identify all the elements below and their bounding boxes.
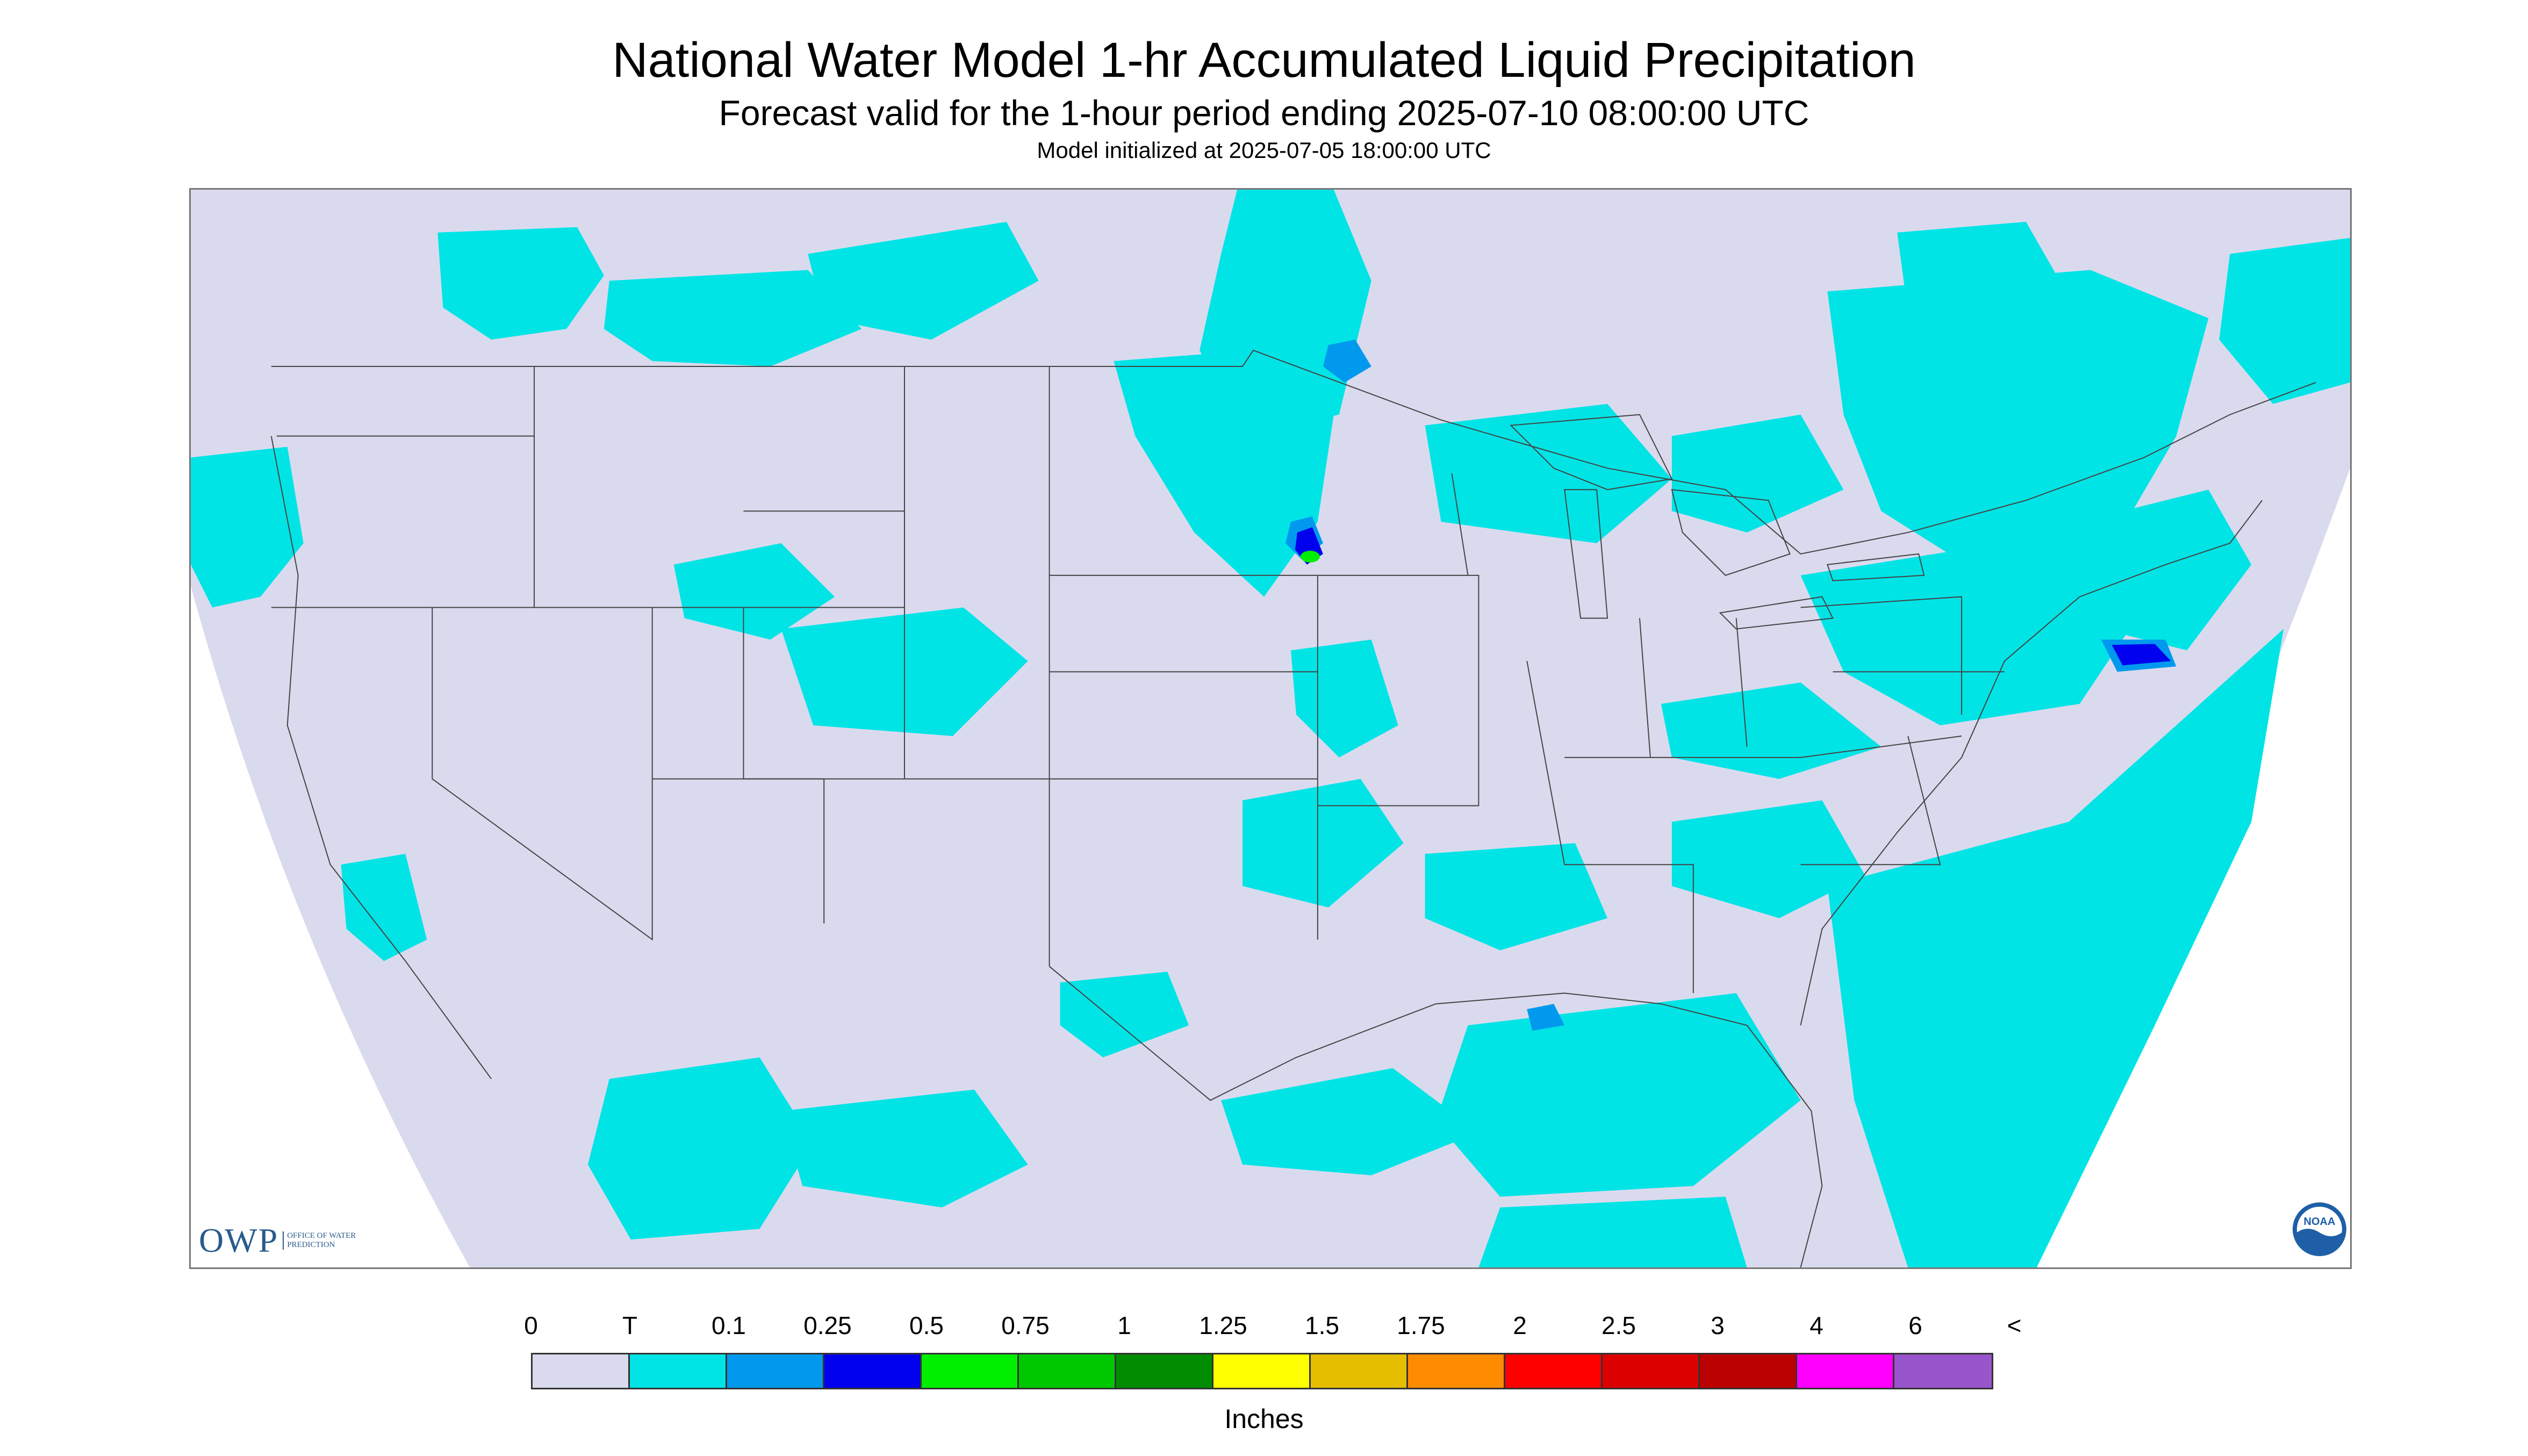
- coastline: [1048, 965, 1823, 1267]
- legend-swatch: [1894, 1354, 1992, 1388]
- legend-tick-label: 0.75: [1001, 1311, 1050, 1339]
- map-canvas: [191, 190, 2350, 1267]
- state-boundaries: [270, 349, 2316, 1267]
- legend-swatch: [1116, 1354, 1213, 1388]
- precip-area: [341, 854, 427, 961]
- state-border: [1451, 473, 1694, 993]
- legend-tick-label: 6: [1908, 1311, 1922, 1339]
- precip-area: [604, 270, 862, 367]
- precip-area: [587, 1057, 814, 1240]
- state-border: [1564, 618, 1962, 758]
- precip-area: [1671, 800, 1865, 918]
- owp-mark: OWP: [199, 1221, 279, 1259]
- legend-swatch: [1408, 1354, 1505, 1388]
- owp-subtitle: OFFICE OF WATER PREDICTION: [283, 1231, 368, 1250]
- legend-swatch: [1505, 1354, 1603, 1388]
- precipitation-map: [189, 188, 2352, 1269]
- precip-area: [1323, 340, 1371, 383]
- legend-swatch: [1311, 1354, 1408, 1388]
- legend-swatch: [922, 1354, 1019, 1388]
- map-subtitle: Forecast valid for the 1-hour period end…: [719, 93, 1809, 133]
- precip-area: [1114, 350, 1334, 597]
- legend-tick-label: 2: [1513, 1311, 1527, 1339]
- coastline: [1800, 500, 2263, 1026]
- precip-area: [1800, 532, 2144, 726]
- precip-area: [1425, 403, 1672, 544]
- model-init-text: Model initialized at 2025-07-05 18:00:00…: [1037, 138, 1491, 163]
- owp-logo: OWP OFFICE OF WATER PREDICTION: [199, 1221, 368, 1260]
- country-border: [271, 349, 2316, 555]
- legend-tick-label: T: [622, 1311, 638, 1339]
- legend-ticks: 0 T 0.1 0.25 0.5 0.75 1 1.25 1.5 1.75 2 2.5 3 4 6 <: [524, 1311, 2021, 1343]
- precip-area: [1671, 414, 1844, 533]
- great-lakes: [1827, 553, 1925, 581]
- legend-tick-label: <: [2007, 1311, 2022, 1339]
- precip-area: [1300, 550, 1320, 563]
- color-legend: 0 T 0.1 0.25 0.5 0.75 1 1.25 1.5 1.75 2 2.5 3 4 6 <: [524, 1311, 2021, 1456]
- legend-swatch: [1797, 1354, 1894, 1388]
- precip-area: [1527, 1004, 1565, 1031]
- state-border: [1049, 574, 1480, 806]
- heavy-precip-areas: [1300, 550, 1320, 563]
- legend-tick-label: 0.25: [803, 1311, 852, 1339]
- legend-tick-label: 3: [1711, 1311, 1725, 1339]
- precip-area: [437, 227, 604, 340]
- great-lakes: [1719, 596, 1834, 630]
- trace-precip-areas: [191, 190, 2350, 1267]
- great-lakes: [1671, 489, 1791, 576]
- great-lakes: [1564, 489, 1608, 619]
- legend-swatch: [533, 1354, 630, 1388]
- precip-area: [673, 543, 835, 640]
- precip-area: [191, 446, 304, 608]
- precip-area: [1425, 843, 1608, 950]
- legend-tick-label: 1.5: [1305, 1311, 1339, 1339]
- great-lakes: [1510, 414, 1673, 491]
- legend-tick-label: 4: [1809, 1311, 1823, 1339]
- precip-area: [1478, 1196, 1747, 1267]
- coastline: [270, 436, 492, 1079]
- precip-area: [1827, 270, 2209, 575]
- precip-area: [2079, 489, 2252, 651]
- legend-tick-label: 0.1: [712, 1311, 746, 1339]
- legend-tick-label: 2.5: [1601, 1311, 1636, 1339]
- legend-swatch: [1019, 1354, 1116, 1388]
- precip-area: [1221, 1068, 1479, 1176]
- legend-tick-label: 1: [1117, 1311, 1131, 1339]
- state-border: [1800, 596, 2005, 866]
- legend-swatch: [1213, 1354, 1311, 1388]
- precip-area: [1661, 682, 1881, 779]
- precip-area: [2219, 237, 2350, 404]
- legend-units: Inches: [1224, 1404, 1304, 1434]
- map-title: National Water Model 1-hr Accumulated Li…: [612, 33, 1916, 88]
- precip-area: [781, 1089, 1028, 1208]
- legend-tick-label: 0: [524, 1311, 538, 1339]
- legend-swatch: [630, 1354, 727, 1388]
- legend-swatch: [1603, 1354, 1700, 1388]
- precip-area: [1243, 779, 1404, 908]
- precip-area: [1435, 993, 1801, 1197]
- noaa-logo: NOAA: [2293, 1202, 2346, 1256]
- legend-tick-label: 1.75: [1397, 1311, 1445, 1339]
- noaa-text: NOAA: [2304, 1216, 2336, 1228]
- legend-swatch: [727, 1354, 824, 1388]
- state-border: [432, 607, 825, 941]
- precip-area: [2112, 644, 2171, 666]
- legend-tick-label: 1.25: [1199, 1311, 1247, 1339]
- precip-area: [1827, 629, 2284, 1267]
- precip-area: [1060, 971, 1189, 1058]
- legend-tick-label: 0.5: [909, 1311, 944, 1339]
- precip-area: [808, 221, 1039, 340]
- legend-swatch: [1700, 1354, 1797, 1388]
- legend-swatch: [824, 1354, 922, 1388]
- legend-bar: [531, 1353, 1993, 1389]
